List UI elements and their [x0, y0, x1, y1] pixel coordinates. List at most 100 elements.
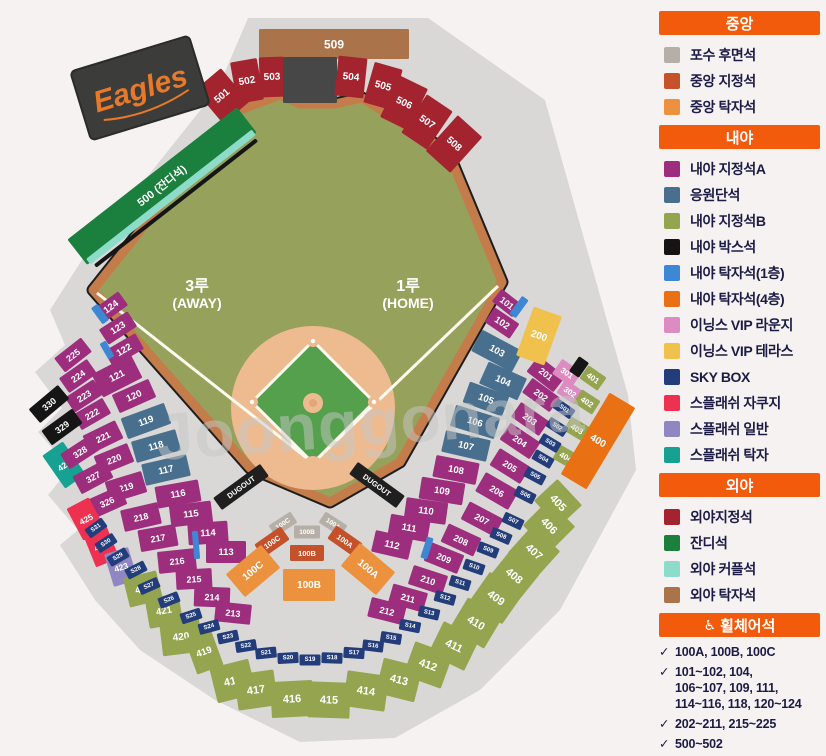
section-100A[interactable]: 100A [341, 543, 396, 596]
section-S13[interactable]: S13 [417, 605, 441, 621]
section-417[interactable]: 417 [233, 669, 279, 711]
section-215[interactable]: 215 [175, 568, 213, 590]
section-S07[interactable]: S07 [501, 512, 525, 531]
section-S04[interactable]: S04 [531, 449, 555, 469]
section-108[interactable]: 108 [432, 455, 480, 485]
section-100B[interactable]: 100B [290, 545, 324, 561]
section-402[interactable]: 402 [573, 389, 601, 415]
section-110[interactable]: 110 [403, 497, 449, 525]
section-S20[interactable]: S20 [277, 652, 299, 664]
section-117[interactable]: 117 [141, 454, 191, 486]
section-118[interactable]: 118 [131, 429, 181, 463]
section-123[interactable]: 123 [99, 311, 137, 345]
section-112[interactable]: 112 [371, 530, 413, 560]
section-403[interactable]: 403 [563, 416, 590, 441]
section-S17[interactable]: S17 [343, 646, 365, 660]
section-S28[interactable]: S28 [124, 560, 148, 580]
section-100A[interactable]: 100A [327, 525, 363, 557]
section-116[interactable]: 116 [154, 479, 202, 509]
section-119[interactable]: 119 [121, 403, 172, 439]
section-107[interactable]: 107 [441, 430, 491, 462]
section-224[interactable]: 224 [59, 359, 97, 393]
section-S05[interactable]: S05 [523, 466, 547, 486]
section-S03[interactable]: S03 [538, 433, 562, 453]
section-328[interactable]: 328 [60, 435, 100, 470]
section-216[interactable]: 216 [157, 548, 197, 574]
section-S31[interactable]: S31 [84, 517, 108, 539]
section-400[interactable]: 400 [561, 393, 636, 490]
section-111[interactable]: 111 [387, 513, 431, 543]
section-100C[interactable]: 100C [226, 545, 281, 598]
section-205[interactable]: 205 [489, 448, 530, 484]
section-509[interactable]: 509 [259, 29, 409, 59]
section-S15[interactable]: S15 [379, 631, 403, 645]
section-S18[interactable]: S18 [321, 652, 343, 664]
section-415[interactable]: 415 [307, 681, 351, 719]
section-507[interactable]: 507 [401, 94, 453, 150]
section-326[interactable]: 326 [86, 486, 128, 519]
section-S02[interactable]: S02 [545, 417, 569, 438]
section-201[interactable]: 201 [526, 356, 565, 393]
section-414[interactable]: 414 [342, 670, 390, 712]
section-213[interactable]: 213 [214, 601, 252, 625]
section-103[interactable]: 103 [471, 330, 523, 373]
section-115[interactable]: 115 [168, 500, 214, 528]
section-120[interactable]: 120 [112, 379, 157, 414]
section-122[interactable]: 122 [104, 333, 144, 367]
section-204[interactable]: 204 [499, 423, 540, 460]
section-330[interactable]: 330 [29, 385, 70, 423]
section-104[interactable]: 104 [479, 361, 527, 401]
section-105[interactable]: 105 [462, 381, 510, 417]
section-S30[interactable]: S30 [94, 533, 118, 554]
section-329[interactable]: 329 [41, 409, 83, 446]
section-416[interactable]: 416 [270, 680, 314, 718]
section-S01[interactable]: S01 [552, 398, 576, 419]
section-210[interactable]: 210 [408, 565, 448, 595]
section-407[interactable]: 407 [508, 526, 560, 578]
section-S12[interactable]: S12 [433, 590, 457, 606]
section-503[interactable]: 503 [258, 56, 286, 98]
section-401[interactable]: 401 [579, 365, 607, 391]
section-S16[interactable]: S16 [362, 639, 384, 653]
section-106[interactable]: 106 [450, 405, 500, 439]
section-S08[interactable]: S08 [489, 527, 513, 545]
section-102[interactable]: 102 [485, 307, 520, 339]
section-S25[interactable]: S25 [179, 607, 203, 625]
section-208[interactable]: 208 [440, 523, 482, 557]
section-100B[interactable]: 100B [283, 569, 335, 601]
section-202[interactable]: 202 [522, 378, 560, 413]
section-217[interactable]: 217 [137, 524, 179, 552]
section-203[interactable]: 203 [511, 402, 549, 436]
section-209[interactable]: 209 [424, 542, 465, 574]
section-S27[interactable]: S27 [137, 577, 161, 596]
section-408[interactable]: 408 [489, 551, 540, 601]
section-405[interactable]: 405 [534, 479, 582, 527]
section-S22[interactable]: S22 [234, 639, 258, 653]
section-419[interactable]: 419 [184, 629, 224, 675]
section-S06[interactable]: S06 [513, 485, 537, 505]
section-206[interactable]: 206 [475, 472, 519, 510]
section-225[interactable]: 225 [54, 337, 92, 372]
section-S09[interactable]: S09 [476, 541, 500, 559]
section-223[interactable]: 223 [65, 379, 103, 413]
section-211[interactable]: 211 [388, 583, 428, 613]
section-S21[interactable]: S21 [255, 646, 277, 660]
section-200[interactable]: 200 [516, 306, 562, 366]
section-S19[interactable]: S19 [299, 654, 321, 666]
section-S24[interactable]: S24 [197, 619, 221, 635]
section-S26[interactable]: S26 [157, 591, 181, 609]
section-113[interactable]: 113 [206, 541, 246, 563]
section-109[interactable]: 109 [418, 476, 466, 506]
section-506[interactable]: 506 [380, 76, 428, 131]
section-218[interactable]: 218 [120, 502, 162, 532]
section-222[interactable]: 222 [73, 398, 111, 431]
section-508[interactable]: 508 [426, 115, 483, 173]
section-S11[interactable]: S11 [448, 575, 472, 592]
section-S10[interactable]: S10 [462, 558, 486, 576]
section-S14[interactable]: S14 [398, 618, 422, 634]
section-121[interactable]: 121 [91, 354, 142, 398]
section-S23[interactable]: S23 [216, 629, 240, 645]
section-100B[interactable]: 100B [294, 525, 320, 539]
section-207[interactable]: 207 [461, 501, 504, 537]
section-504[interactable]: 504 [334, 55, 368, 99]
